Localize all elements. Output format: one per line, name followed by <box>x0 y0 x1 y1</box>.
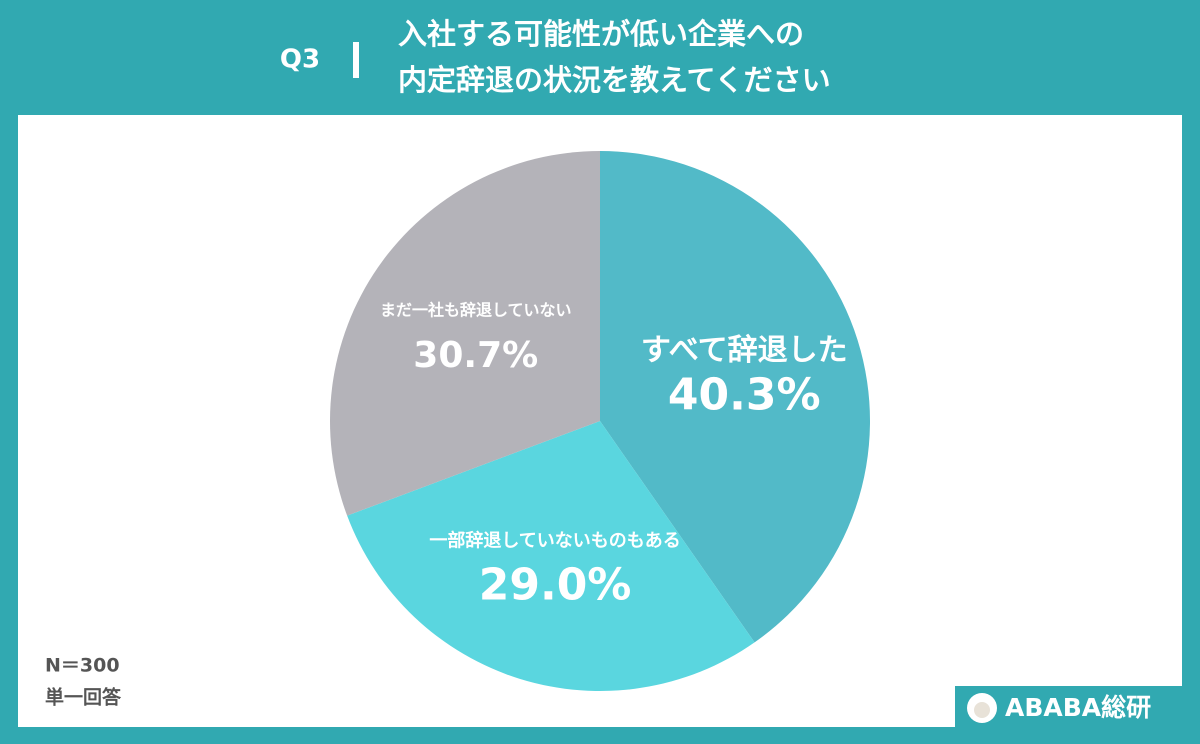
note: 単一回答 <box>45 686 122 709</box>
divider <box>353 42 359 78</box>
question-number: Q3 <box>280 45 320 75</box>
title-line: 内定辞退の状況を教えてください <box>398 63 831 97</box>
value-label: 29.0% <box>479 559 632 610</box>
slice-label: すべて辞退した <box>641 333 848 368</box>
slice-label: まだ一社も辞退していない <box>380 300 572 319</box>
brand: ABABA総研 <box>1005 693 1151 722</box>
pie-slice <box>600 151 871 643</box>
value-label: 30.7% <box>413 335 538 376</box>
value-label: 40.3% <box>668 370 821 421</box>
title-line: 入社する可能性が低い企業への <box>398 17 804 51</box>
slice-label: 一部辞退していないものもある <box>429 529 680 551</box>
brand-icon <box>974 702 990 718</box>
pie-slice <box>330 151 600 516</box>
note: N＝300 <box>45 655 120 677</box>
pie-slice <box>347 421 755 691</box>
